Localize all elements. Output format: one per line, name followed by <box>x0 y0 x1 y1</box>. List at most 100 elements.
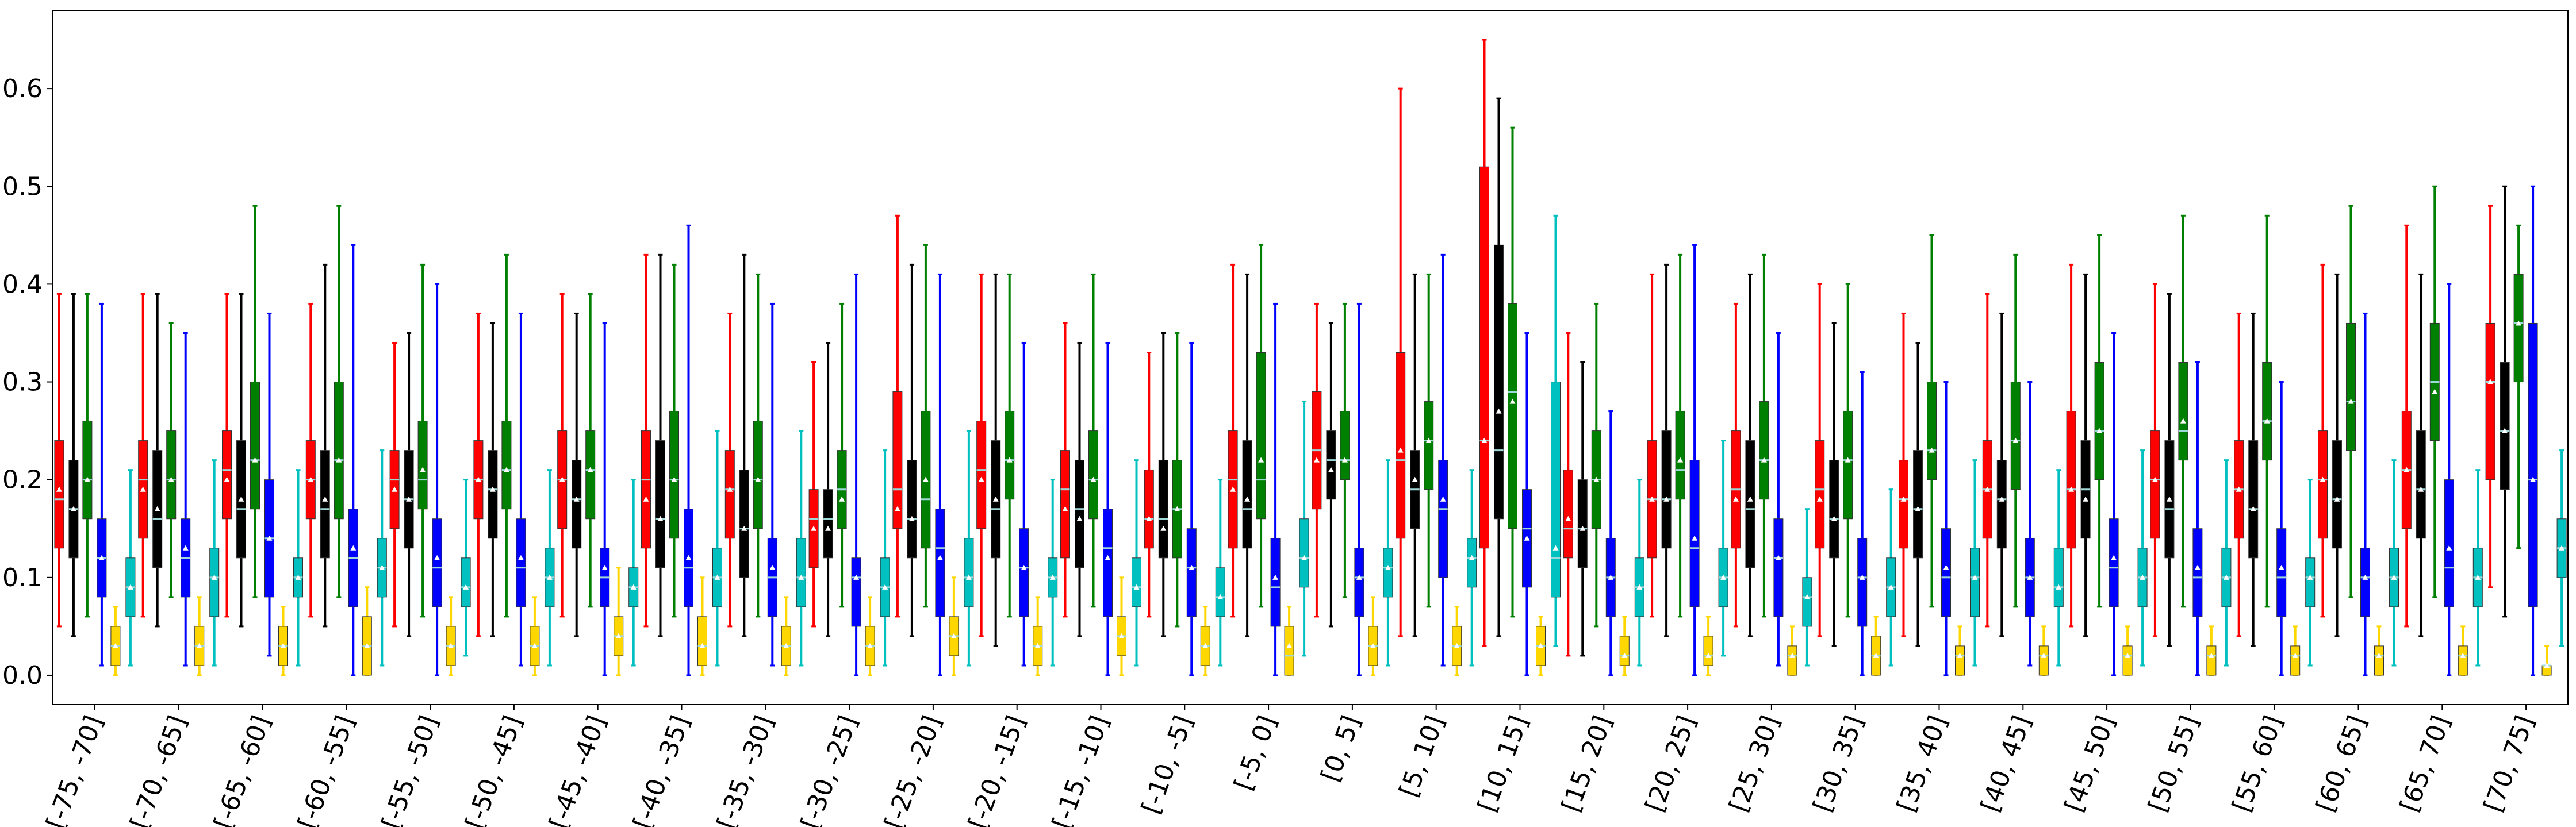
mean-marker <box>811 525 817 531</box>
box-5-1 <box>209 459 220 667</box>
mean-marker <box>714 574 720 580</box>
mean-marker <box>2264 418 2270 424</box>
box-0-27 <box>2318 263 2328 618</box>
box-5-6 <box>628 479 639 667</box>
box-body <box>2290 645 2301 676</box>
box-body <box>1326 430 1336 500</box>
box-4-12 <box>1117 576 1126 676</box>
mean-marker <box>211 574 217 580</box>
box-body <box>1773 518 1784 617</box>
box-body <box>82 421 93 520</box>
mean-marker <box>1021 564 1027 570</box>
box-3-28 <box>2444 283 2454 676</box>
box-body <box>1005 411 1015 500</box>
box-1-16 <box>1410 273 1420 637</box>
box-body <box>656 440 665 568</box>
mean-marker <box>1538 643 1544 648</box>
mean-marker <box>699 643 706 648</box>
mean-marker <box>2125 652 2131 658</box>
mean-marker <box>1258 457 1264 463</box>
mean-marker <box>1677 457 1684 463</box>
box-body <box>1563 470 1573 559</box>
mean-marker <box>252 457 258 463</box>
box-3-22 <box>1941 381 1951 676</box>
mean-marker <box>1915 506 1921 511</box>
mean-marker <box>1160 525 1167 531</box>
box-1-17 <box>1494 97 1504 637</box>
mean-marker <box>2083 496 2089 502</box>
box-5-7 <box>712 430 722 667</box>
mean-marker <box>1621 652 1628 658</box>
box-3-24 <box>2109 332 2119 676</box>
box-0-11 <box>976 273 987 637</box>
box-1-19 <box>1661 263 1672 637</box>
box-2-5 <box>501 253 512 618</box>
box-body <box>320 450 330 559</box>
box-1-25 <box>2164 293 2175 647</box>
mean-marker <box>1189 564 1195 570</box>
box-0-20 <box>1731 302 1741 628</box>
mean-marker <box>1370 643 1376 648</box>
box-body <box>1619 636 1630 666</box>
box-0-26 <box>2234 312 2244 637</box>
mean-marker <box>1636 584 1643 590</box>
box-4-16 <box>1452 606 1462 676</box>
box-2-18 <box>1591 302 1601 628</box>
x-tick-label: [65, 70] <box>2394 711 2456 816</box>
x-tick-label: [5, 10] <box>1394 711 1450 801</box>
mean-marker <box>769 564 776 570</box>
box-3-11 <box>1019 341 1029 667</box>
box-1-13 <box>1158 332 1168 637</box>
mean-marker <box>308 476 314 482</box>
mean-marker <box>2544 662 2550 668</box>
box-body <box>1284 626 1294 676</box>
box-1-11 <box>991 273 1001 647</box>
box-body <box>1438 460 1448 578</box>
mean-marker <box>1496 408 1502 414</box>
mean-marker <box>2418 486 2424 492</box>
y-tick-label: 0.3 <box>2 368 43 397</box>
x-tick-label: [-15, -10] <box>1046 711 1114 827</box>
mean-marker <box>84 476 90 482</box>
mean-marker <box>140 486 146 492</box>
mean-marker <box>1034 643 1041 648</box>
box-5-8 <box>796 430 806 667</box>
box-body <box>1661 430 1672 549</box>
box-3-25 <box>2192 361 2203 676</box>
mean-marker <box>755 476 761 482</box>
box-0-15 <box>1312 302 1322 618</box>
box-body <box>1354 548 1364 617</box>
mean-marker <box>839 496 845 502</box>
mean-marker <box>1133 584 1140 590</box>
mean-marker <box>1006 457 1013 463</box>
mean-marker <box>798 574 804 580</box>
x-tick-label: [40, 45] <box>1975 711 2037 816</box>
mean-marker <box>1692 535 1698 541</box>
mean-marker <box>601 564 608 570</box>
box-0-28 <box>2401 224 2412 628</box>
mean-marker <box>1509 398 1516 404</box>
box-body <box>641 430 651 549</box>
box-3-9 <box>851 273 861 676</box>
box-3-13 <box>1186 341 1197 676</box>
mean-marker <box>1593 476 1600 482</box>
mean-marker <box>2460 652 2466 658</box>
box-body <box>1103 509 1113 617</box>
box-body <box>2500 362 2510 490</box>
box-5-4 <box>461 479 471 657</box>
box-1-4 <box>404 332 414 637</box>
box-3-4 <box>432 283 442 676</box>
mean-marker <box>978 476 984 482</box>
box-0-17 <box>1479 39 1489 647</box>
mean-marker <box>1929 447 1935 453</box>
box-body <box>1132 557 1141 607</box>
box-3-23 <box>2025 381 2035 667</box>
mean-marker <box>1286 643 1293 648</box>
box-0-29 <box>2485 205 2496 588</box>
box-body <box>1745 440 1755 568</box>
mean-marker <box>2432 389 2438 394</box>
box-body <box>1424 401 1434 490</box>
box-body <box>1158 460 1168 559</box>
box-2-14 <box>1256 244 1266 608</box>
mean-marker <box>1761 457 1767 463</box>
